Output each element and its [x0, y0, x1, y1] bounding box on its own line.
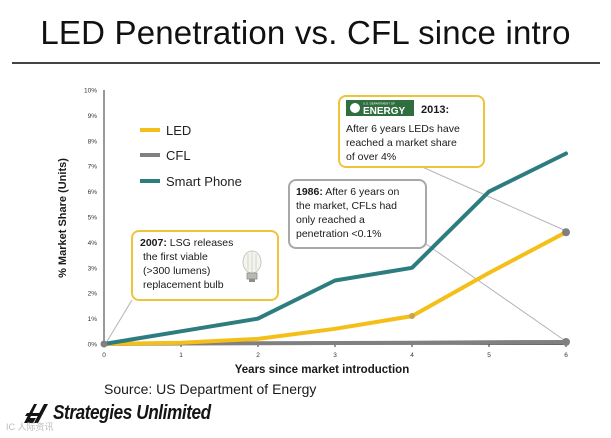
doe-energy-badge: U.S. DEPARTMENT OF ENERGY	[346, 100, 414, 117]
lsg-2007-year: 2007:	[140, 237, 167, 249]
x-tick-label: 0	[102, 352, 106, 359]
x-tick-label: 1	[179, 352, 183, 359]
cfl-1986-callout-line-4: penetration <0.1%	[296, 228, 382, 240]
series-line-led	[102, 230, 568, 346]
lsg-2007-callout-line-4: replacement bulb	[143, 279, 224, 291]
lsg-2007-callout-line-1: 2007: LSG releases	[140, 237, 233, 249]
y-tick-label: 5%	[88, 215, 98, 222]
x-tick-labels: 0 1 2 3 4 5 6	[102, 344, 568, 359]
logo-text: Strategies Unlimited	[53, 401, 211, 424]
y-tick-label: 7%	[88, 164, 98, 171]
bulb-base	[246, 272, 258, 280]
lsg-2007-callout-line-2: the first viable	[143, 251, 208, 263]
y-tick-label: 8%	[88, 138, 98, 145]
led-bulb-icon	[242, 250, 262, 282]
doe-callout-line-3: of over 4%	[346, 151, 396, 163]
page-title: LED Penetration vs. CFL since intro	[40, 14, 571, 51]
y-tick-label: 1%	[88, 316, 98, 323]
y-tick-label: 4%	[88, 240, 98, 247]
cfl-callout-connector	[425, 243, 565, 341]
doe-callout-year: 2013:	[421, 104, 449, 116]
x-tick-label: 4	[410, 352, 414, 359]
y-tick-label: 6%	[88, 189, 98, 196]
title-divider	[12, 62, 600, 64]
y-tick-label: 0%	[88, 342, 98, 349]
lsg-2007-callout-box	[131, 230, 279, 301]
y-tick-labels: 0% 1% 2% 3% 4% 5% 6% 7% 8% 9% 10%	[84, 88, 97, 349]
x-tick-label: 3	[333, 352, 337, 359]
lsg-2007-text-1: LSG releases	[170, 237, 234, 249]
origin-marker	[100, 340, 108, 348]
cfl-1986-callout-line-3: only reached a	[296, 214, 365, 226]
source-note: Source: US Department of Energy	[104, 381, 317, 397]
x-tick-label: 6	[564, 352, 568, 359]
cfl-endpoint-marker	[562, 337, 570, 346]
doe-badge-small-text: U.S. DEPARTMENT OF	[363, 102, 395, 106]
legend-label-cfl: CFL	[166, 148, 191, 163]
x-tick-label: 5	[487, 352, 491, 359]
doe-callout-line-1: After 6 years LEDs have	[346, 123, 460, 135]
doe-badge-big-text: ENERGY	[363, 106, 406, 117]
legend-label-smart-phone: Smart Phone	[166, 174, 242, 189]
cfl-1986-callout-box	[288, 179, 427, 249]
cfl-1986-year: 1986:	[296, 186, 323, 198]
legend-item-cfl: CFL	[140, 148, 191, 163]
cfl-1986-callout-line-2: the market, CFLs had	[296, 200, 397, 212]
logo-mark-icon	[24, 404, 48, 423]
watermark: IC 人际资讯	[6, 422, 54, 432]
lsg-callout-connector	[105, 299, 133, 344]
legend: LED CFL Smart Phone	[140, 123, 242, 189]
doe-seal-icon	[349, 102, 361, 114]
y-axis-label: % Market Share (Units)	[57, 158, 69, 278]
cfl-1986-callout: 1986: After 6 years on the market, CFLs …	[288, 179, 427, 249]
series-layer	[100, 151, 570, 348]
y-tick-label: 3%	[88, 265, 98, 272]
y-tick-label: 10%	[84, 88, 97, 95]
led-point-year-4	[409, 313, 415, 320]
y-tick-label: 9%	[88, 113, 98, 120]
cfl-1986-text-1: After 6 years on	[325, 186, 399, 198]
doe-badge-background	[346, 100, 414, 116]
x-tick-label: 2	[256, 352, 260, 359]
x-axis-label: Years since market introduction	[235, 364, 409, 376]
cfl-1986-callout-line-1: 1986: After 6 years on	[296, 186, 399, 198]
doe-callout-line-2: reached a market share	[346, 137, 457, 149]
lsg-2007-callout-line-3: (>300 lumens)	[143, 265, 210, 277]
lsg-2007-callout: 2007: LSG releases the first viable (>30…	[131, 230, 279, 301]
y-tick-label: 2%	[88, 291, 98, 298]
series-line-phone	[102, 151, 568, 346]
doe-callout: U.S. DEPARTMENT OF ENERGY 2013: After 6 …	[338, 95, 485, 168]
legend-item-led: LED	[140, 123, 191, 138]
legend-label-led: LED	[166, 123, 191, 138]
doe-callout-connector	[419, 165, 565, 231]
led-endpoint-marker	[562, 228, 570, 237]
strategies-unlimited-logo: Strategies Unlimited	[22, 399, 236, 427]
legend-item-smart-phone: Smart Phone	[140, 174, 242, 189]
